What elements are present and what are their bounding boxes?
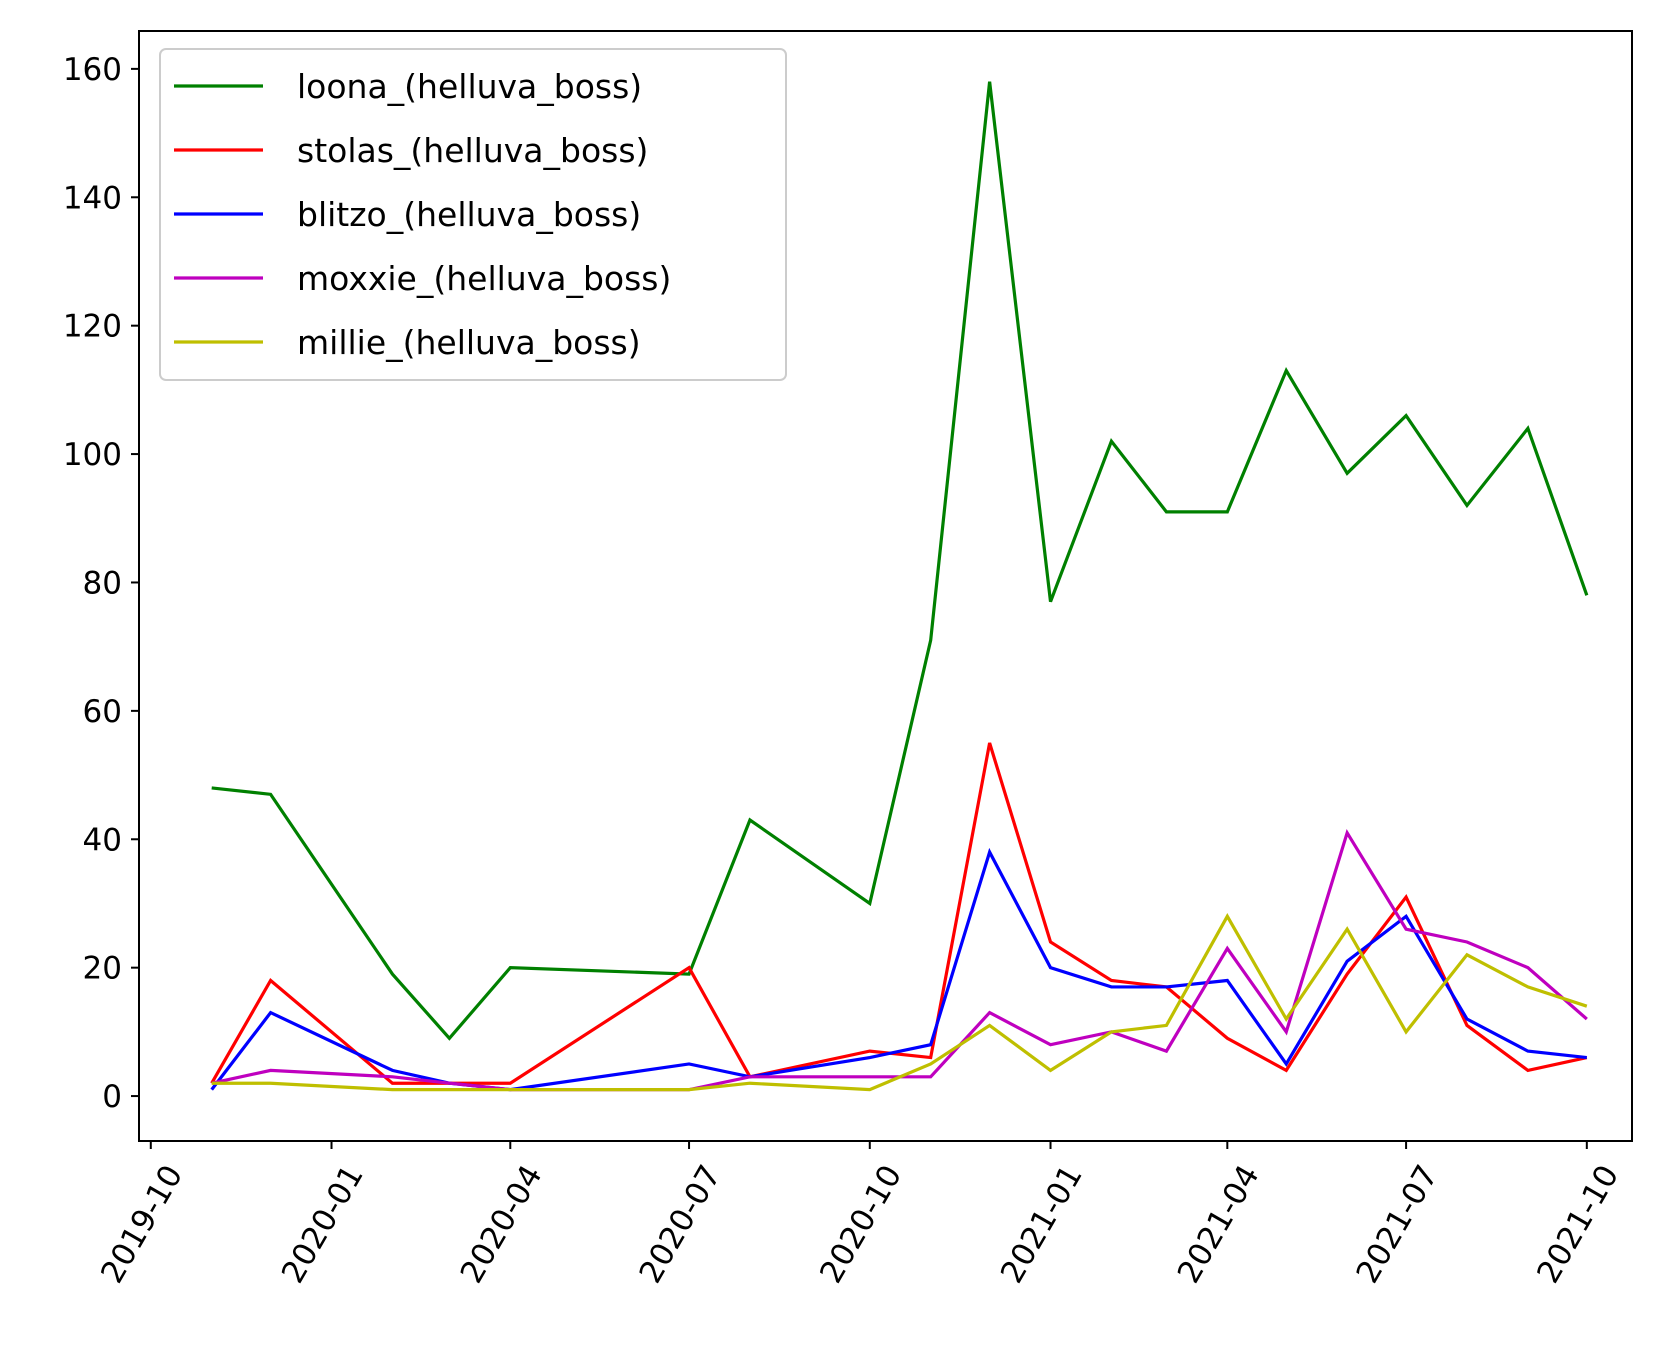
series-line-loona_(helluva_boss) [211,81,1589,1041]
x-tick-label: 2021-07 [1349,1159,1445,1289]
legend-label: blitzo_(helluva_boss) [297,195,641,234]
legend: loona_(helluva_boss) stolas_(helluva_boss… [159,48,787,381]
x-tick-label: 2021-04 [1171,1159,1267,1289]
legend-label: stolas_(helluva_boss) [297,131,648,170]
y-tick-label: 0 [102,1079,122,1115]
y-tick-label: 60 [83,694,122,730]
x-tick-label: 2020-07 [632,1159,728,1289]
x-tick-label: 2020-10 [813,1159,909,1289]
x-tick-label: 2020-04 [454,1159,550,1289]
y-tick-label: 160 [63,52,122,88]
legend-label: loona_(helluva_boss) [297,67,642,106]
legend-box [159,48,787,381]
y-tick-label: 20 [83,951,122,987]
legend-label: moxxie_(helluva_boss) [297,259,671,298]
y-axis: 0 20 40 60 80 100 120 140 160 [63,52,139,1115]
x-tick-label: 2019-10 [94,1159,190,1289]
y-tick-label: 80 [83,565,122,601]
y-tick-label: 100 [63,437,122,473]
series-line-moxxie_(helluva_boss) [211,828,1588,1092]
x-tick-label: 2020-01 [275,1159,371,1289]
x-tick-label: 2021-10 [1530,1159,1626,1289]
series-line-millie_(helluva_boss) [211,913,1588,1092]
y-tick-label: 140 [63,180,122,216]
x-tick-label: 2021-01 [994,1159,1090,1289]
y-tick-label: 40 [83,822,122,858]
y-tick-label: 120 [63,309,122,345]
x-axis: 2019-10 2020-01 2020-04 2020-07 2020-10 2021-… [94,1141,1626,1289]
series-layer [210,81,1589,1092]
legend-label: millie_(helluva_boss) [297,323,641,362]
plot-frame [138,30,1633,1142]
